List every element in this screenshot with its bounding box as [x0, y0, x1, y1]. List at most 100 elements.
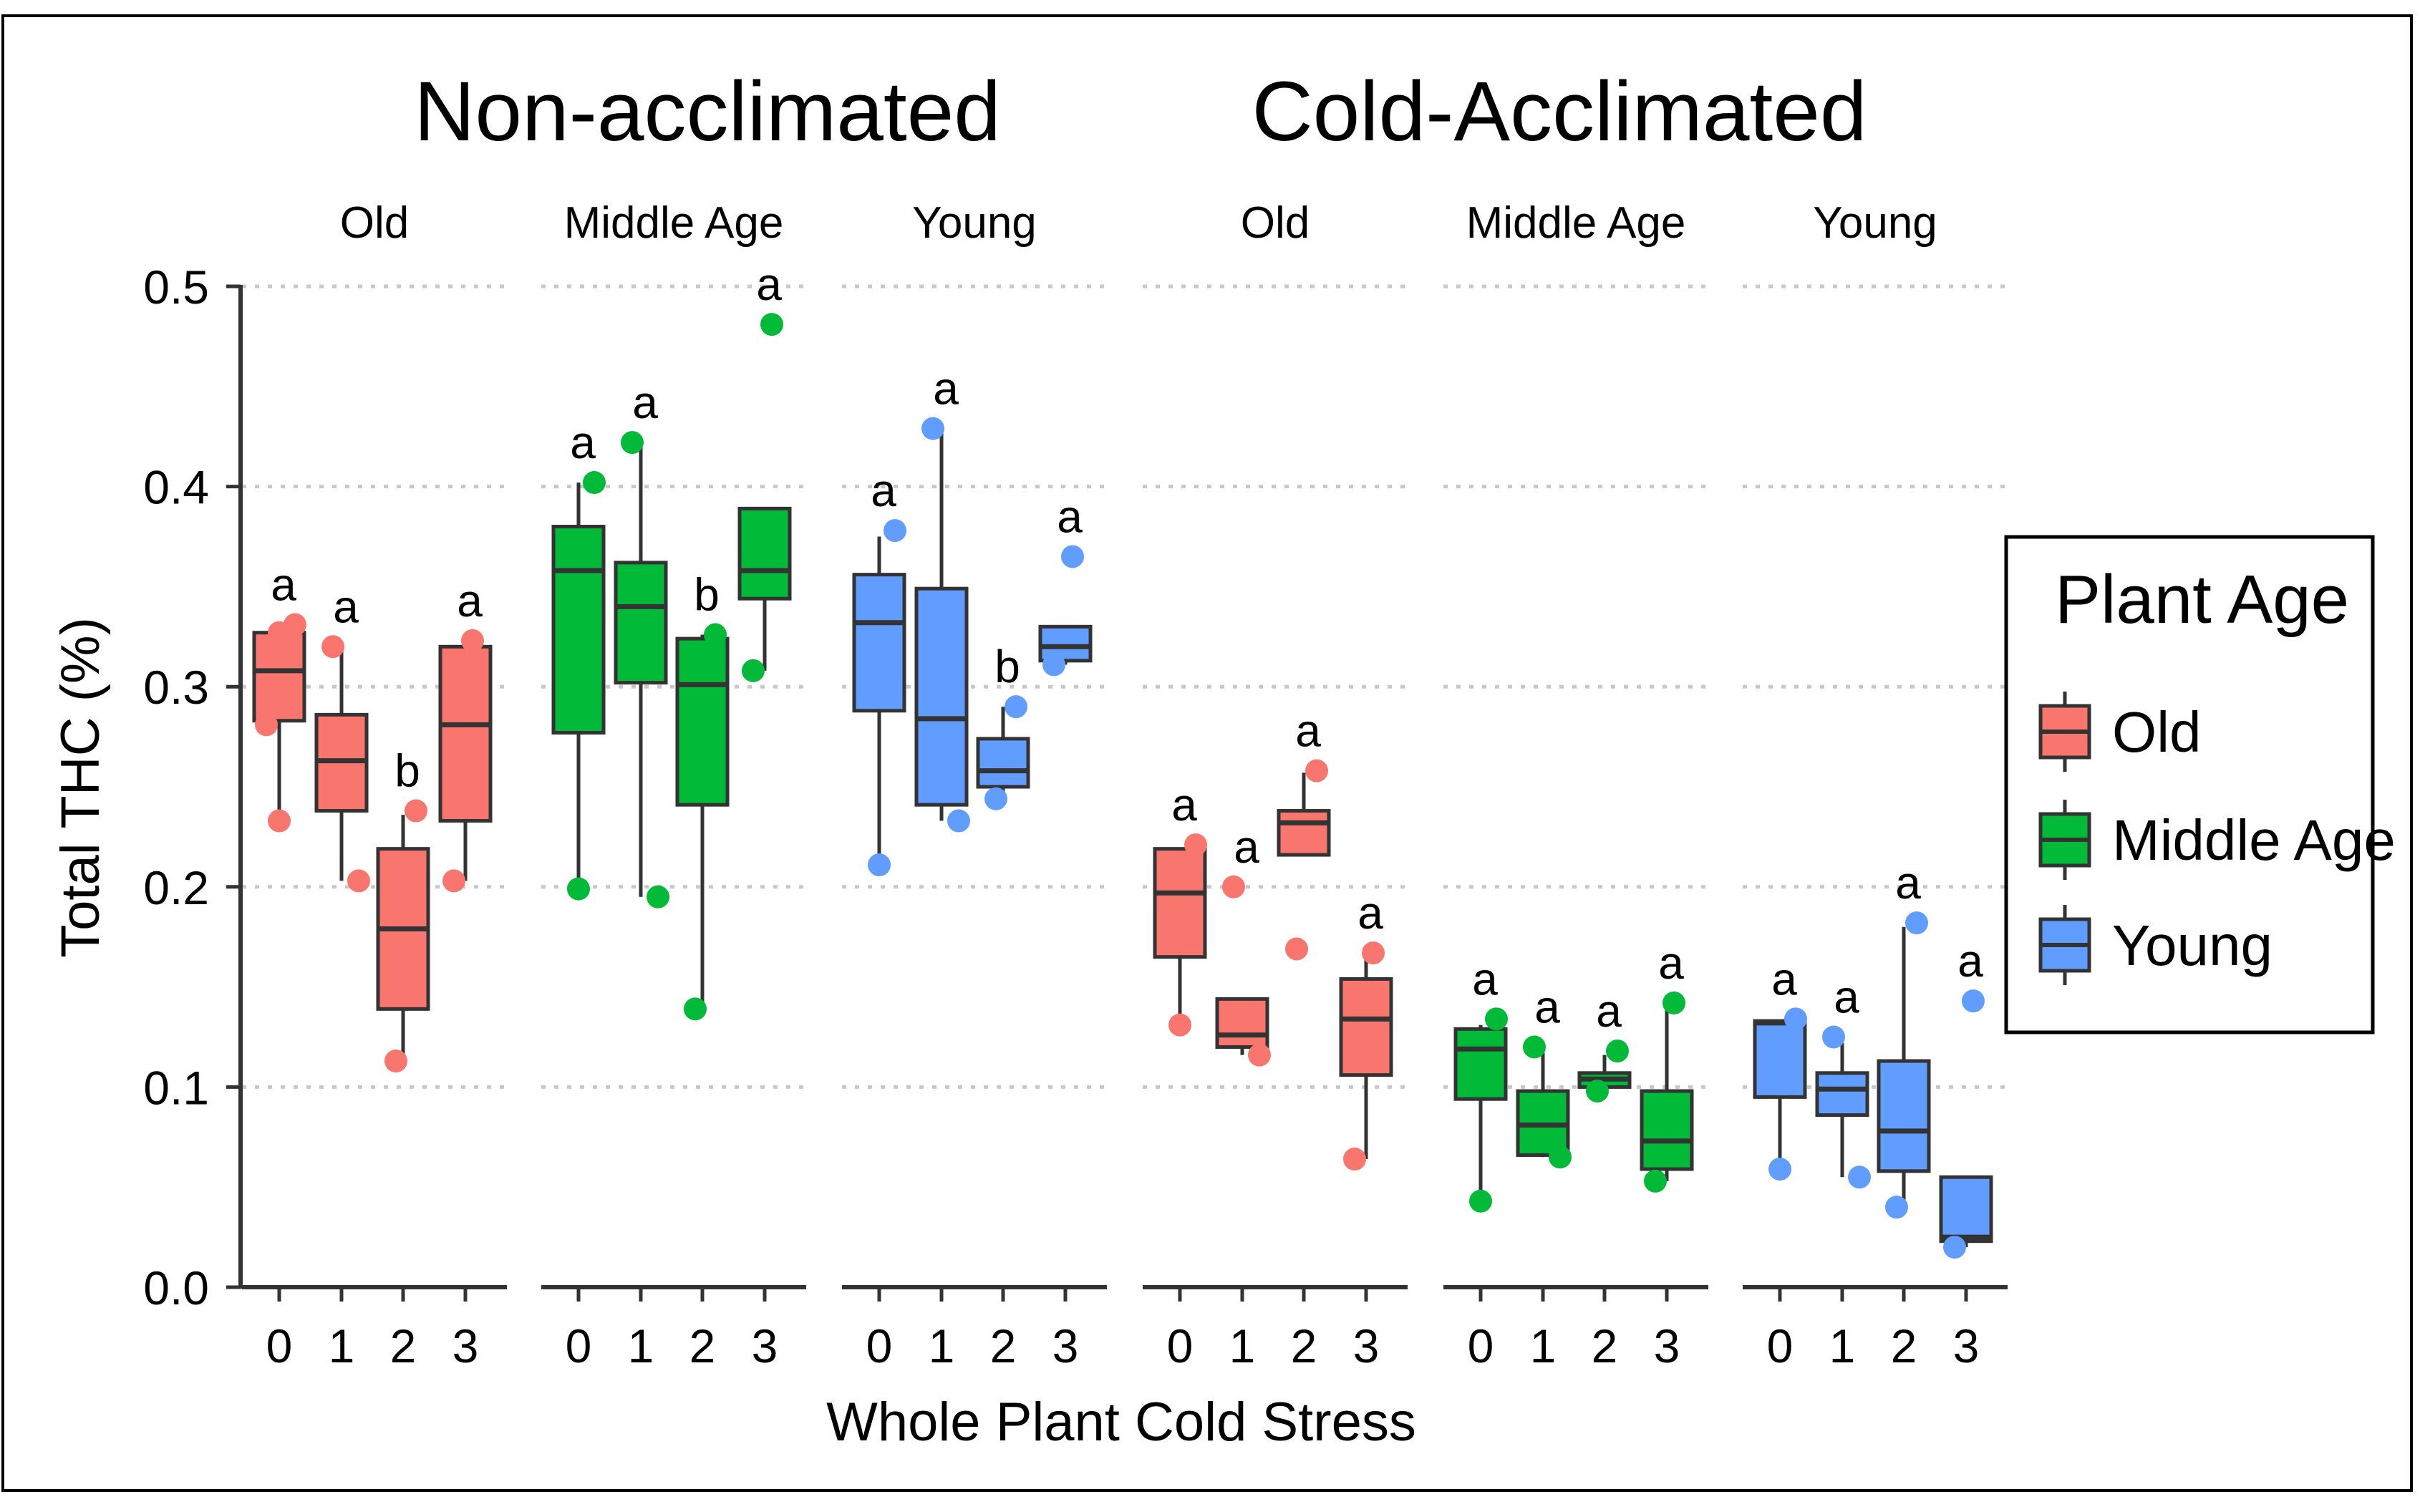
data-point: [884, 519, 906, 543]
x-tick-label: 3: [1953, 1319, 1980, 1372]
data-point: [1644, 1169, 1667, 1193]
data-point: [583, 471, 606, 495]
significance-letter: a: [933, 363, 959, 415]
y-tick-label: 0.0: [143, 1261, 209, 1314]
legend-label: Old: [2112, 700, 2202, 764]
box-body: [614, 561, 668, 685]
significance-letter: a: [1834, 971, 1859, 1023]
data-point: [1962, 989, 1985, 1013]
significance-letter: a: [1771, 953, 1797, 1004]
x-tick-label: 1: [1829, 1319, 1856, 1372]
x-tick-label: 1: [929, 1319, 955, 1372]
significance-letter: a: [1895, 857, 1921, 908]
group-title: Non-acclimated: [414, 64, 1001, 159]
x-tick-label: 2: [990, 1319, 1017, 1372]
x-tick-label: 0: [1468, 1319, 1494, 1372]
box-body: [438, 644, 493, 823]
panel-label: Middle Age: [564, 198, 784, 248]
box-body: [1277, 809, 1331, 857]
data-point: [1662, 991, 1685, 1014]
data-point: [1005, 695, 1027, 719]
data-point: [704, 623, 727, 646]
data-point: [1523, 1035, 1546, 1059]
x-tick-label: 3: [452, 1319, 479, 1372]
x-tick-label: 1: [1229, 1319, 1256, 1372]
data-point: [984, 787, 1007, 810]
x-tick-label: 2: [1291, 1319, 1317, 1372]
data-point: [268, 621, 291, 644]
box-body: [737, 506, 792, 601]
box-body: [551, 525, 606, 735]
significance-letter: a: [1057, 490, 1083, 542]
data-point: [1586, 1079, 1609, 1102]
x-tick-label: 2: [689, 1319, 716, 1372]
data-point: [1822, 1025, 1845, 1049]
box-body: [1753, 1019, 1807, 1099]
data-point: [1768, 1158, 1791, 1181]
data-point: [760, 313, 783, 336]
box-body: [252, 631, 306, 723]
significance-letter: a: [1534, 981, 1560, 1032]
y-axis-title: Total THC (%): [50, 617, 111, 958]
x-tick-label: 2: [390, 1319, 417, 1372]
data-point: [1848, 1166, 1871, 1189]
panel-label: Young: [1813, 198, 1937, 248]
significance-letter: a: [1295, 705, 1321, 757]
data-point: [442, 869, 465, 893]
data-point: [1362, 941, 1385, 965]
data-point: [921, 417, 944, 440]
significance-letter: a: [1957, 935, 1983, 987]
significance-letter: a: [1658, 937, 1684, 989]
significance-letter: a: [271, 559, 296, 611]
data-point: [1885, 1196, 1908, 1219]
significance-letter: a: [871, 465, 896, 516]
y-tick-label: 0.2: [143, 861, 209, 914]
data-point: [1343, 1148, 1366, 1171]
x-tick-label: 3: [752, 1319, 778, 1372]
data-point: [347, 869, 370, 893]
legend-title: Plant Age: [2055, 561, 2349, 638]
x-tick-label: 2: [1592, 1319, 1618, 1372]
data-point: [947, 809, 970, 833]
legend-label: Young: [2112, 914, 2273, 977]
panel-label: Middle Age: [1466, 198, 1686, 248]
data-point: [384, 1050, 407, 1073]
box-body: [976, 737, 1030, 789]
data-point: [1784, 1007, 1807, 1031]
box-body: [914, 586, 969, 807]
group-title: Cold-Acclimated: [1252, 64, 1867, 159]
data-point: [647, 885, 669, 908]
significance-letter: b: [395, 745, 420, 797]
significance-letter: a: [756, 258, 782, 310]
significance-letter: a: [457, 575, 483, 626]
data-point: [1943, 1236, 1966, 1259]
data-point: [1285, 937, 1308, 961]
x-axis-title: Whole Plant Cold Stress: [826, 1392, 1416, 1453]
data-point: [1905, 911, 1928, 935]
data-point: [1042, 653, 1065, 677]
legend-label: Middle Age: [2112, 808, 2396, 872]
panel-label: Old: [1241, 198, 1310, 248]
data-point: [621, 431, 644, 455]
data-point: [1222, 875, 1245, 898]
y-tick-label: 0.4: [143, 461, 209, 514]
x-tick-label: 1: [628, 1319, 654, 1372]
data-point: [255, 713, 278, 737]
data-point: [1305, 759, 1328, 782]
significance-letter: b: [694, 569, 720, 621]
x-tick-label: 0: [1167, 1319, 1194, 1372]
x-tick-label: 1: [329, 1319, 355, 1372]
y-tick-label: 0.1: [143, 1061, 209, 1114]
significance-letter: b: [994, 641, 1020, 692]
x-tick-label: 0: [566, 1319, 592, 1372]
data-point: [684, 997, 707, 1021]
x-tick-label: 1: [1530, 1319, 1557, 1372]
data-point: [1606, 1040, 1629, 1063]
significance-letter: a: [333, 581, 359, 632]
panel-label: Young: [912, 198, 1037, 248]
x-tick-label: 0: [266, 1319, 293, 1372]
box-body: [1215, 997, 1269, 1049]
data-point: [1168, 1013, 1191, 1037]
box-body: [852, 573, 906, 713]
